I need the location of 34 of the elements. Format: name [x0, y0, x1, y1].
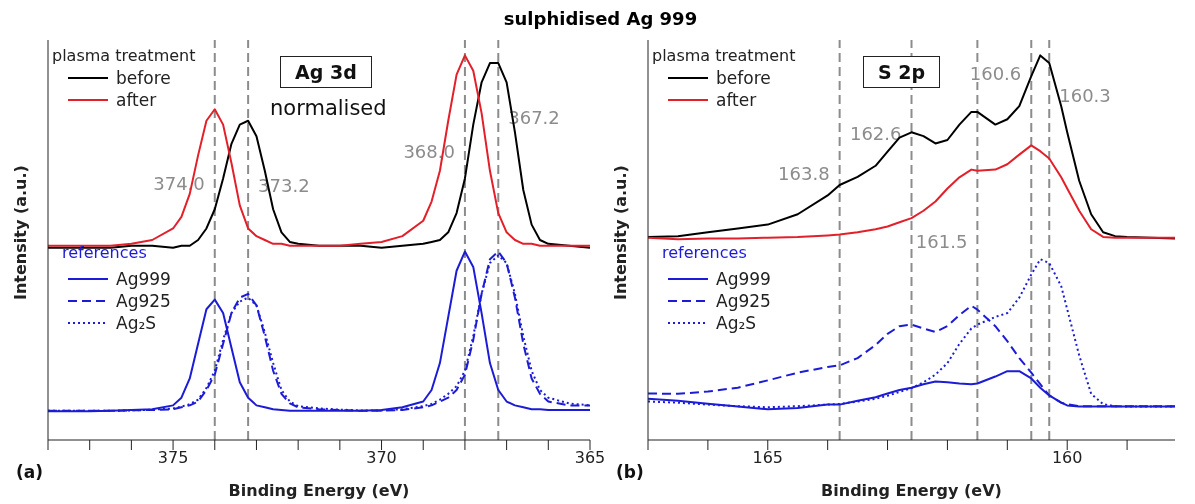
x-tick-label: 165	[752, 448, 784, 468]
legend-label: Ag₂S	[716, 313, 757, 333]
annotation: Ag 3d	[280, 56, 372, 88]
legend-label: Ag999	[716, 269, 771, 289]
ref-line-label: 160.6	[969, 63, 1022, 84]
text: (b)	[616, 462, 644, 482]
legend-label: after	[716, 90, 757, 110]
x-axis-title: Binding Energy (eV)	[228, 481, 410, 500]
legend-label: after	[116, 90, 157, 110]
y-axis-title: Intensity (a.u.)	[610, 165, 630, 300]
legend-label: Ag925	[716, 291, 771, 311]
annotation: normalised	[270, 96, 387, 120]
chart-title: sulphidised Ag 999	[502, 8, 699, 31]
x-tick-label: 375	[157, 448, 189, 468]
x-tick-label: 370	[366, 448, 397, 468]
annotation: references	[662, 243, 748, 262]
x-tick-label: 365	[574, 448, 606, 468]
legend-label: Ag999	[116, 269, 171, 289]
y-axis-title: Intensity (a.u.)	[10, 165, 30, 300]
x-tick-label: 160	[1051, 448, 1083, 468]
legend-label: Ag925	[116, 291, 171, 311]
legend-label: before	[116, 68, 171, 88]
annotation: S 2p	[863, 56, 941, 88]
ref-line-label: 162.6	[849, 123, 902, 144]
annotation: references	[62, 243, 148, 262]
x-axis-title: Binding Energy (eV)	[821, 481, 1002, 500]
legend-title: plasma treatment	[52, 46, 196, 65]
ref-line-label: 161.5	[915, 231, 968, 252]
ref-line-label: 160.3	[1059, 85, 1111, 106]
legend-title: plasma treatment	[652, 46, 796, 65]
text: (a)	[16, 462, 44, 482]
legend-label: before	[716, 68, 771, 88]
legend-label: Ag₂S	[116, 313, 157, 333]
ref-line-label: 163.8	[778, 163, 830, 184]
